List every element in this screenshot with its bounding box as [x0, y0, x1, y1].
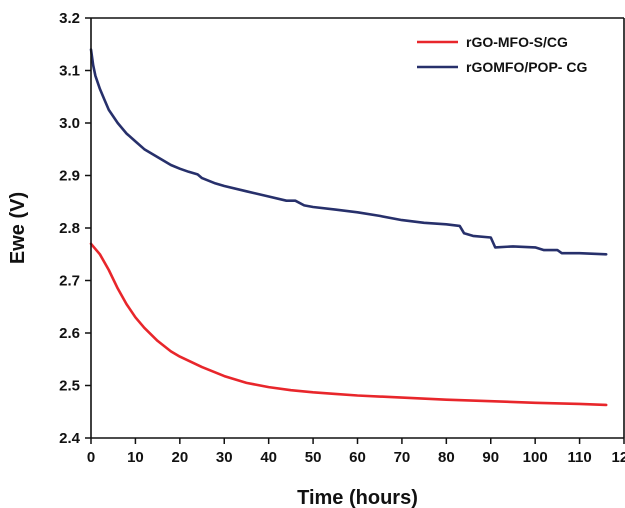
x-tick-label: 0: [87, 449, 95, 466]
y-tick-label: 2.9: [59, 168, 80, 185]
y-tick-label: 3.2: [59, 10, 80, 27]
y-tick-label: 3.0: [59, 115, 80, 132]
x-tick-label: 60: [349, 449, 366, 466]
series-line-2: [89, 48, 608, 256]
axes: [90, 17, 625, 439]
legend-label-1: rGO-MFO-S/CG: [466, 34, 568, 50]
x-tick-label: 110: [567, 449, 591, 466]
x-tick-label: 20: [171, 449, 188, 466]
x-tick-label: 30: [216, 449, 233, 466]
x-tick-label: 10: [127, 449, 144, 466]
legend-label-2: rGOMFO/POP- CG: [466, 59, 587, 75]
x-tick-label: 70: [394, 449, 411, 466]
x-tick-label: 90: [482, 449, 499, 466]
series-line-1: [89, 242, 608, 407]
y-tick-label: 2.5: [59, 378, 80, 395]
x-tick-label: 50: [305, 449, 322, 466]
x-axis-title: Time (hours): [297, 487, 418, 508]
y-axis-title: Ewe (V): [7, 192, 29, 264]
y-axis-ticks: 2.4 2.5 2.6 2.7 2.8 2.9 3.0 3.1 3.2: [59, 10, 91, 447]
y-tick-label: 3.1: [59, 63, 80, 80]
x-tick-label: 100: [523, 449, 548, 466]
y-tick-label: 2.7: [59, 273, 80, 290]
y-tick-label: 2.6: [59, 325, 80, 342]
y-tick-label: 2.8: [59, 220, 80, 237]
x-tick-label: 120: [611, 449, 625, 466]
legend: rGO-MFO-S/CG rGOMFO/POP- CG: [417, 34, 587, 75]
x-tick-label: 80: [438, 449, 455, 466]
x-axis-ticks: 0 10 20 30 40 50 60 70 80 90 100 110 120: [87, 438, 625, 466]
series-lines: [89, 48, 608, 407]
x-tick-label: 40: [260, 449, 277, 466]
y-tick-label: 2.4: [59, 430, 81, 447]
